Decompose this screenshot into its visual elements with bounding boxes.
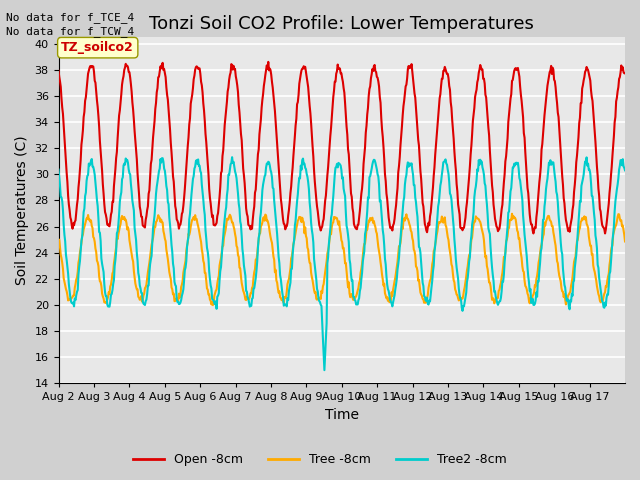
Title: Tonzi Soil CO2 Profile: Lower Temperatures: Tonzi Soil CO2 Profile: Lower Temperatur… xyxy=(149,15,534,33)
Text: No data for f_TCW_4: No data for f_TCW_4 xyxy=(6,26,134,37)
Text: TZ_soilco2: TZ_soilco2 xyxy=(61,41,134,54)
Y-axis label: Soil Temperatures (C): Soil Temperatures (C) xyxy=(15,135,29,285)
Legend: Open -8cm, Tree -8cm, Tree2 -8cm: Open -8cm, Tree -8cm, Tree2 -8cm xyxy=(128,448,512,471)
Text: No data for f_TCE_4: No data for f_TCE_4 xyxy=(6,12,134,23)
X-axis label: Time: Time xyxy=(324,408,359,422)
